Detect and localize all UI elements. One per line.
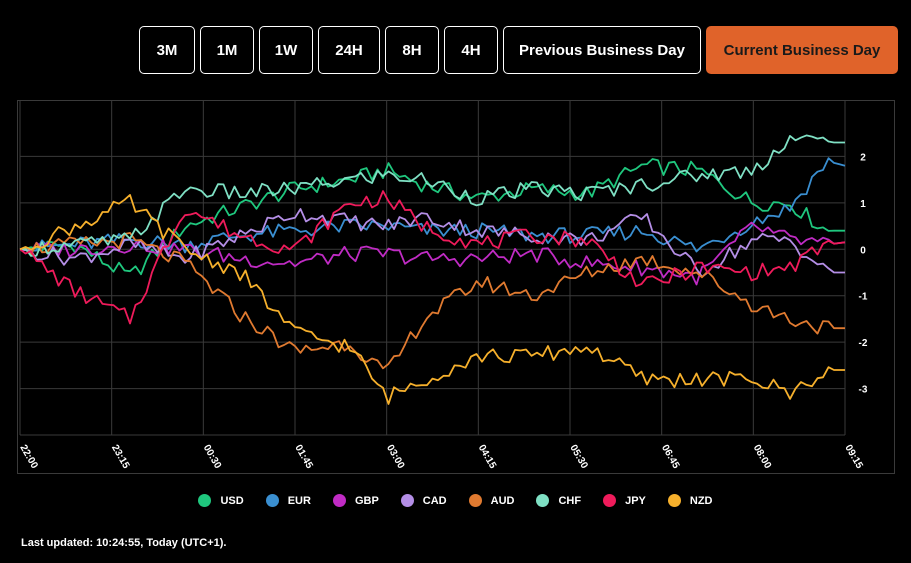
currency-strength-chart: 2 1 0 -1 -2 -3 22:00 23:15 00:30 01:45 03:00 04:15 0… [17, 100, 868, 471]
last-updated-text: Last updated: 10:24:55, Today (UTC+1). [21, 537, 227, 549]
series-line-nzd [19, 194, 845, 405]
range-button-3m[interactable]: 3M [139, 26, 195, 74]
previous-business-day-button[interactable]: Previous Business Day [503, 26, 701, 74]
x-tick-label-1: 23:15 [109, 443, 132, 471]
y-tick-label-1: 1 [860, 199, 866, 210]
current-business-day-button[interactable]: Current Business Day [706, 26, 898, 74]
range-button-8h[interactable]: 8H [385, 26, 439, 74]
range-button-24h[interactable]: 24H [318, 26, 380, 74]
legend-item-chf[interactable]: CHF [536, 494, 581, 507]
legend-label: USD [220, 494, 244, 507]
legend-swatch [603, 494, 617, 507]
x-tick-label-0: 22:00 [17, 443, 40, 471]
legend-item-usd[interactable]: USD [198, 494, 244, 507]
legend-swatch [332, 494, 346, 507]
series-line-eur [19, 157, 846, 254]
y-tick-label-3: -1 [859, 292, 868, 303]
x-tick-label-8: 08:00 [751, 443, 774, 471]
series-line-usd [19, 158, 845, 276]
legend-label: GBP [354, 494, 379, 507]
range-button-1w[interactable]: 1W [259, 26, 313, 74]
range-button-1m[interactable]: 1M [200, 26, 254, 74]
x-tick-label-2: 00:30 [201, 443, 224, 471]
y-tick-label-5: -3 [859, 385, 868, 396]
y-tick-label-0: 2 [860, 152, 866, 163]
legend-item-nzd[interactable]: NZD [667, 494, 713, 507]
x-tick-label-3: 01:45 [292, 443, 315, 471]
legend-swatch [198, 494, 212, 507]
y-tick-label-2: 0 [860, 245, 866, 256]
series-line-gbp [20, 221, 846, 286]
y-tick-label-4: -2 [859, 338, 868, 349]
legend-swatch [468, 494, 482, 507]
legend-item-gbp[interactable]: GBP [332, 494, 379, 507]
x-tick-label-4: 03:00 [384, 443, 407, 471]
legend-swatch [400, 494, 414, 507]
legend-item-eur[interactable]: EUR [265, 494, 311, 507]
x-tick-label-6: 05:30 [567, 443, 590, 471]
legend-item-aud[interactable]: AUD [468, 494, 515, 507]
legend-label: AUD [490, 494, 515, 507]
legend-label: CAD [422, 494, 447, 507]
series-line-jpy [19, 190, 846, 325]
legend-label: NZD [689, 494, 713, 507]
legend-swatch [265, 494, 279, 507]
x-tick-label-7: 06:45 [659, 443, 682, 471]
legend-swatch [667, 494, 681, 507]
legend-label: JPY [625, 494, 646, 507]
series-line-chf [19, 134, 845, 257]
legend-label: CHF [558, 494, 582, 507]
legend-item-cad[interactable]: CAD [400, 494, 447, 507]
chart-panel [17, 100, 895, 474]
legend-label: EUR [287, 494, 311, 507]
chart-legend: USD EUR GBP CAD AUD CHF JPY NZD [0, 494, 911, 507]
legend-item-jpy[interactable]: JPY [603, 494, 646, 507]
x-tick-label-9: 09:15 [842, 443, 865, 471]
range-button-4h[interactable]: 4H [444, 26, 498, 74]
legend-swatch [536, 494, 550, 507]
x-tick-label-5: 04:15 [476, 443, 499, 471]
